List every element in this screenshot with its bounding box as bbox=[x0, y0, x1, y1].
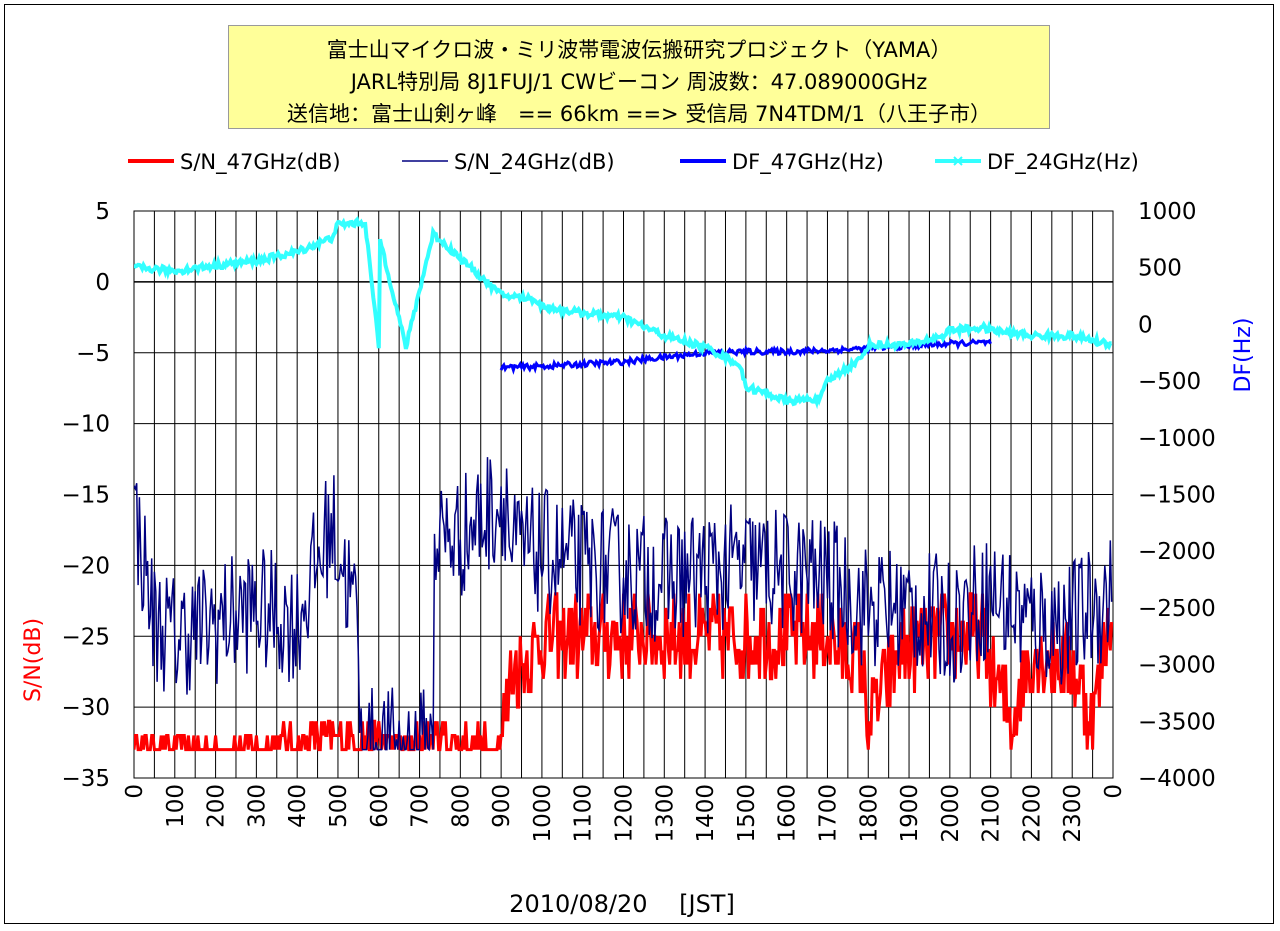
series-line bbox=[134, 215, 1113, 410]
y-left-tick-label: −5 bbox=[76, 341, 110, 367]
legend-item: DF_47GHz(Hz) bbox=[680, 150, 884, 175]
y-left-tick-label: −15 bbox=[61, 483, 110, 509]
x-tick-label: 900 bbox=[489, 784, 515, 828]
x-tick-label: 1800 bbox=[856, 784, 882, 843]
x-tick-label: 1600 bbox=[775, 784, 801, 843]
y-right-tick-label: 0 bbox=[1138, 312, 1153, 338]
x-tick-label: 1700 bbox=[815, 784, 841, 843]
legend-label: DF_24GHz(Hz) bbox=[987, 150, 1139, 175]
series-line bbox=[499, 337, 992, 375]
x-tick-label: 1500 bbox=[734, 784, 760, 843]
y-left-axis-title: S/N(dB) bbox=[21, 618, 46, 702]
chart-title-line-3: 送信地：富士山剣ヶ峰 == 66km ==> 受信局 7N4TDM/1（八王子市… bbox=[286, 102, 991, 126]
x-tick-label: 1300 bbox=[652, 784, 678, 843]
y-left-tick-label: 0 bbox=[95, 270, 110, 296]
chart-title-line-1: 富士山マイクロ波・ミリ波帯電波伝搬研究プロジェクト（YAMA） bbox=[326, 38, 952, 62]
legend-label: S/N_24GHz(dB) bbox=[454, 150, 615, 175]
x-tick-label: 1900 bbox=[897, 784, 923, 843]
x-tick-label: 0 bbox=[1101, 784, 1127, 799]
x-tick-label: 200 bbox=[204, 784, 230, 828]
x-tick-label: 0 bbox=[122, 784, 148, 799]
y-left-tick-label: 5 bbox=[95, 199, 110, 225]
y-right-tick-label: −3000 bbox=[1138, 653, 1216, 679]
chart-title-box: 富士山マイクロ波・ミリ波帯電波伝搬研究プロジェクト（YAMA） JARL特別局 … bbox=[228, 25, 1050, 129]
legend-marker bbox=[953, 156, 963, 166]
legend-item: S/N_47GHz(dB) bbox=[128, 150, 341, 175]
y-right-tick-label: −2000 bbox=[1138, 539, 1216, 565]
legend-item: S/N_24GHz(dB) bbox=[402, 150, 615, 175]
y-left-tick-label: −20 bbox=[61, 553, 110, 579]
y-right-tick-label: 500 bbox=[1138, 256, 1182, 282]
y-right-tick-label: −1000 bbox=[1138, 426, 1216, 452]
y-right-tick-label: −500 bbox=[1138, 369, 1201, 395]
chart-title-line-2: JARL特別局 8J1FUJ/1 CWビーコン 周波数：47.089000GHz bbox=[350, 70, 928, 94]
series-line bbox=[134, 592, 1113, 752]
x-tick-label: 300 bbox=[244, 784, 270, 828]
y-right-tick-label: −1500 bbox=[1138, 483, 1216, 509]
x-tick-label: 2200 bbox=[1019, 784, 1045, 843]
y-right-tick-label: −3500 bbox=[1138, 709, 1216, 735]
y-right-tick-label: 1000 bbox=[1138, 199, 1197, 225]
y-left-tick-label: −35 bbox=[61, 766, 110, 792]
y-left-tick-label: −10 bbox=[61, 412, 110, 438]
legend-label: DF_47GHz(Hz) bbox=[732, 150, 884, 175]
x-tick-label: 1400 bbox=[693, 784, 719, 843]
x-tick-label: 1100 bbox=[571, 784, 597, 843]
x-tick-label: 600 bbox=[367, 784, 393, 828]
series-line bbox=[134, 457, 1113, 752]
x-tick-label: 500 bbox=[326, 784, 352, 828]
x-axis-title: 2010/08/20 [JST] bbox=[509, 890, 735, 918]
x-tick-label: 800 bbox=[448, 784, 474, 828]
x-tick-label: 1200 bbox=[612, 784, 638, 843]
x-tick-label: 2000 bbox=[938, 784, 964, 843]
x-tick-label: 400 bbox=[285, 784, 311, 828]
y-right-tick-label: −4000 bbox=[1138, 766, 1216, 792]
legend-item: DF_24GHz(Hz) bbox=[935, 150, 1139, 175]
x-tick-label: 2300 bbox=[1060, 784, 1086, 843]
y-right-axis-title: DF(Hz) bbox=[1231, 318, 1256, 393]
x-tick-label: 1000 bbox=[530, 784, 556, 843]
x-tick-label: 100 bbox=[163, 784, 189, 828]
x-tick-label: 2100 bbox=[979, 784, 1005, 843]
y-right-tick-label: −2500 bbox=[1138, 596, 1216, 622]
legend-label: S/N_47GHz(dB) bbox=[180, 150, 341, 175]
x-tick-label: 700 bbox=[408, 784, 434, 828]
y-left-tick-label: −25 bbox=[61, 624, 110, 650]
y-left-tick-label: −30 bbox=[61, 695, 110, 721]
